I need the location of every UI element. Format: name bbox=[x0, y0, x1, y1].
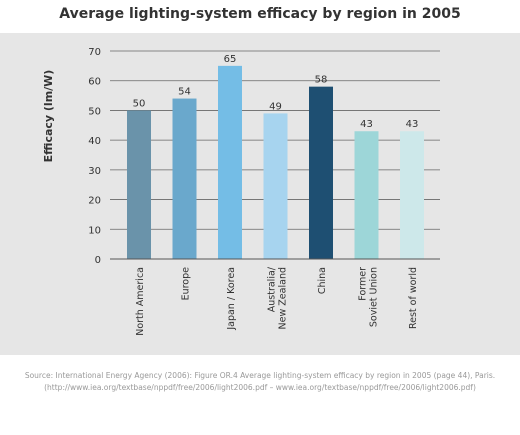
data-label: 49 bbox=[269, 101, 282, 112]
x-tick-label: China bbox=[317, 267, 328, 294]
x-tick-label: Japan / Korea bbox=[226, 267, 237, 331]
y-tick-labels: 0 10 20 30 40 50 60 70 bbox=[88, 47, 101, 266]
data-label: 43 bbox=[406, 119, 419, 130]
data-label: 43 bbox=[360, 119, 373, 130]
bar bbox=[218, 65, 242, 259]
value-labels: 50 54 65 49 58 43 43 bbox=[133, 54, 419, 130]
y-tick-label: 0 bbox=[95, 255, 101, 266]
y-tick-label: 60 bbox=[88, 77, 101, 88]
chart-title: Average lighting-system efficacy by regi… bbox=[59, 6, 461, 22]
y-tick-label: 50 bbox=[88, 106, 101, 117]
bar bbox=[309, 86, 333, 260]
source-line: (http://www.iea.org/textbase/nppdf/free/… bbox=[44, 383, 476, 392]
y-tick-label: 10 bbox=[88, 225, 101, 236]
y-tick-label: 70 bbox=[88, 47, 101, 58]
x-tick-label: Australia/New Zealand bbox=[267, 266, 289, 329]
bar bbox=[400, 131, 424, 259]
data-label: 50 bbox=[133, 98, 146, 109]
bars bbox=[127, 65, 424, 260]
x-tick-label: FormerSoviet Union bbox=[358, 267, 380, 327]
bar bbox=[354, 131, 379, 259]
x-tick-label: Rest of world bbox=[408, 267, 419, 329]
source-note: Source: International Energy Agency (200… bbox=[0, 370, 520, 394]
x-tick-labels: North America Europe Japan / Korea Australi… bbox=[135, 266, 419, 336]
source-line: Source: International Energy Agency (200… bbox=[24, 371, 496, 380]
chart-panel bbox=[0, 33, 520, 355]
bar bbox=[127, 110, 151, 259]
data-label: 54 bbox=[178, 87, 191, 98]
y-tick-label: 40 bbox=[88, 136, 101, 147]
y-tick-label: 20 bbox=[88, 196, 101, 207]
y-axis-label: Efficacy (lm/W) bbox=[42, 70, 55, 163]
data-label: 65 bbox=[224, 54, 237, 65]
bar bbox=[263, 113, 288, 260]
x-tick-label: North America bbox=[135, 267, 146, 336]
y-tick-label: 30 bbox=[88, 166, 101, 177]
x-tick-label: Europe bbox=[181, 267, 192, 301]
data-label: 58 bbox=[315, 75, 328, 86]
bar bbox=[172, 98, 197, 260]
